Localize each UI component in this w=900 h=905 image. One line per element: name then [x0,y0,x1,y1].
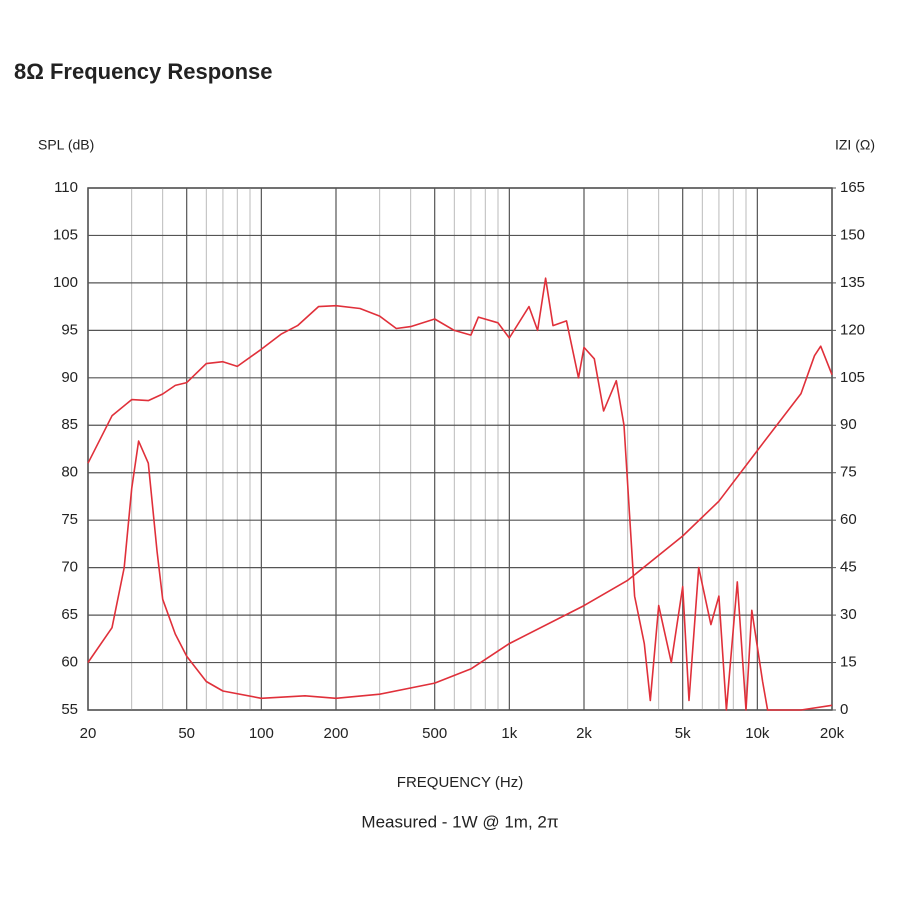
x-axis-label: FREQUENCY (Hz) [397,774,523,791]
x-tick-label: 20 [80,725,97,742]
y2-tick-label: 15 [840,654,857,671]
y-tick-label: 105 [53,226,78,243]
x-tick-label: 200 [323,725,348,742]
y-tick-label: 65 [61,606,78,623]
y2-tick-label: 135 [840,274,865,291]
y2-tick-label: 75 [840,464,857,481]
series-line [87,345,833,700]
x-tick-label: 20k [820,725,845,742]
y-tick-label: 55 [61,701,78,718]
x-tick-label: 500 [422,725,447,742]
x-tick-label: 5k [675,725,691,742]
y-tick-label: 75 [61,511,78,528]
y-tick-label: 90 [61,369,78,386]
plot-area [87,187,833,711]
y-tick-label: 85 [61,416,78,433]
y2-tick-label: 120 [840,321,865,338]
x-tick-label: 1k [501,725,517,742]
y2-tick-label: 30 [840,606,857,623]
x-tick-label: 50 [178,725,195,742]
y-tick-label: 60 [61,654,78,671]
y2-tick-label: 150 [840,226,865,243]
x-tick-label: 10k [745,725,770,742]
y2-tick-label: 45 [840,559,857,576]
chart-title: 8Ω Frequency Response [14,59,273,84]
y-axis-label: SPL (dB) [38,137,94,153]
y2-tick-label: 90 [840,416,857,433]
y2-axis-label: IZI (Ω) [835,137,875,153]
y2-tick-label: 0 [840,701,848,718]
x-tick-label: 100 [249,725,274,742]
y-tick-label: 95 [61,321,78,338]
y-tick-label: 100 [53,274,78,291]
subtitle: Measured - 1W @ 1m, 2π [361,812,558,831]
series-line [87,277,833,711]
y2-tick-label: 60 [840,511,857,528]
y2-tick-label: 165 [840,179,865,196]
x-tick-label: 2k [576,725,592,742]
y-tick-label: 80 [61,464,78,481]
y-tick-label: 70 [61,559,78,576]
y-tick-label: 110 [54,179,78,196]
y2-tick-label: 105 [840,369,865,386]
